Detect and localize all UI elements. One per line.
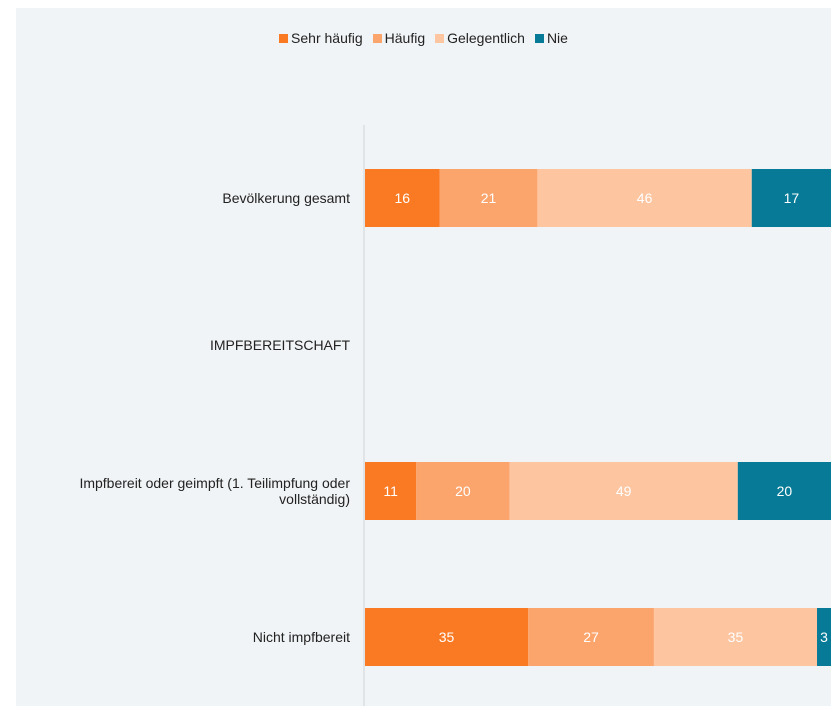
bar-segment <box>365 169 440 227</box>
legend-item: Gelegentlich <box>435 30 525 46</box>
bar-value-label: 20 <box>455 483 471 499</box>
bar-segment <box>751 169 831 227</box>
legend-item: Sehr häufig <box>279 30 363 46</box>
category-label: IMPFBEREITSCHAFT <box>210 337 350 353</box>
bar-segment <box>653 608 818 666</box>
legend-item: Nie <box>534 30 568 46</box>
bar-value-label: 3 <box>820 629 828 645</box>
legend-item: Häufig <box>372 30 426 46</box>
bar-segment <box>528 608 654 666</box>
legend-swatch <box>279 33 289 43</box>
bar-segment <box>439 169 538 227</box>
chart-area: Sehr häufig Häufig Gelegentlich Nie Bevölke… <box>16 8 831 706</box>
chart-plot: Bevölkerung gesamt IMPFBEREITSCHAFT Impfbe… <box>79 125 831 706</box>
bar-value-label: 21 <box>481 190 497 206</box>
bar-value-label: 20 <box>777 483 793 499</box>
bar-segment <box>817 608 831 666</box>
legend: Sehr häufig Häufig Gelegentlich Nie <box>16 30 831 46</box>
bar-segment <box>737 462 831 520</box>
bar-value-label: 16 <box>394 190 410 206</box>
bar-value-label: 27 <box>583 629 599 645</box>
bar-value-label: 17 <box>784 190 800 206</box>
category-label: Nicht impfbereit <box>253 629 350 645</box>
category-label: Bevölkerung gesamt <box>222 190 350 206</box>
legend-label: Sehr häufig <box>291 30 363 46</box>
category-label: Impfbereit oder geimpft (1. Teilimpfung … <box>79 475 350 507</box>
bar-segment <box>509 462 738 520</box>
legend-label: Gelegentlich <box>447 30 525 46</box>
legend-swatch <box>435 33 445 43</box>
bar-segment <box>416 462 510 520</box>
bar-value-label: 49 <box>616 483 632 499</box>
bar-value-label: 11 <box>383 483 398 499</box>
bar-value-label: 35 <box>728 629 744 645</box>
bar-value-label: 46 <box>637 190 653 206</box>
legend-label: Häufig <box>384 30 426 46</box>
legend-label: Nie <box>546 30 568 46</box>
legend-swatch <box>534 33 544 43</box>
legend-swatch <box>372 33 382 43</box>
bar-segment <box>365 462 417 520</box>
bar-value-label: 35 <box>439 629 455 645</box>
bar-segment <box>537 169 752 227</box>
bar-segment <box>365 608 529 666</box>
